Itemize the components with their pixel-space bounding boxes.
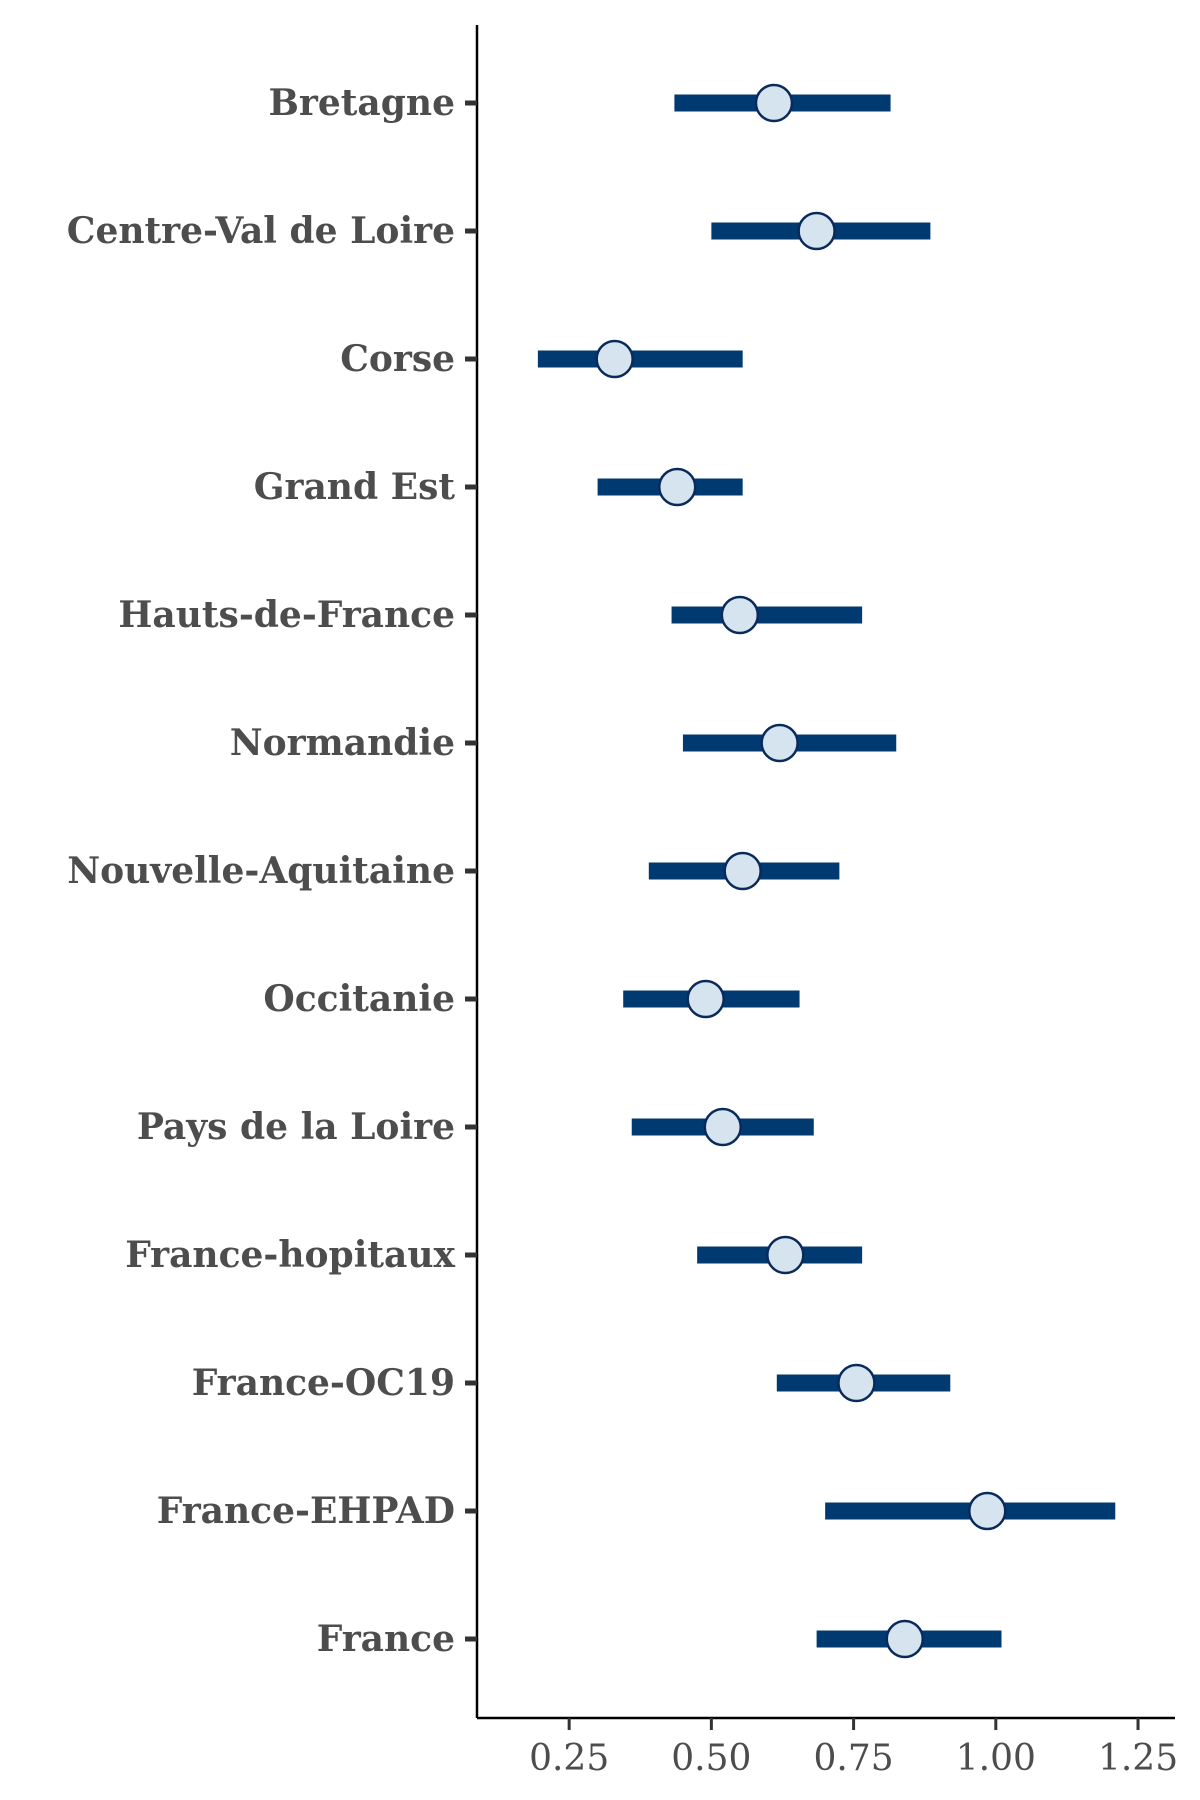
estimate-point [686,979,725,1019]
y-tick-label: Normandie [230,722,455,764]
x-tick-label: 0.75 [814,1738,894,1779]
y-axis: Bretagne Centre-Val de Loire Corse Grand Es… [67,25,479,1718]
x-tick-label: 1.00 [956,1738,1036,1779]
y-tick-label: Occitanie [263,978,455,1020]
estimate-point [657,467,697,507]
x-tick-label: 0.25 [529,1738,609,1779]
estimate-point [754,83,794,123]
estimate-point [766,1235,805,1275]
estimate-point [885,1619,925,1659]
estimate-point [797,211,836,251]
x-tick-label: 0.50 [671,1738,751,1779]
estimate-point [723,851,762,891]
y-tick-label: France-EHPAD [157,1490,455,1532]
estimate-point [760,723,799,763]
y-tick-label: Centre-Val de Loire [67,210,455,252]
y-tick-label: France [317,1618,455,1660]
y-tick-label: Corse [340,338,455,380]
y-tick-label: Nouvelle-Aquitaine [67,850,455,892]
y-tick-label: France-hopitaux [125,1234,455,1276]
estimate-point [968,1491,1007,1531]
x-axis: 0.25 0.50 0.75 1.00 1.25 [477,1716,1178,1779]
x-tick-label: 1.25 [1098,1738,1178,1779]
plot-marks [537,83,1116,1659]
y-tick-label: Grand Est [254,466,456,508]
y-tick-label: Pays de la Loire [137,1106,455,1148]
y-tick-label: Hauts-de-France [118,594,455,636]
y-tick-label: Bretagne [268,82,455,124]
estimate-point [720,595,760,635]
estimate-point [837,1363,876,1403]
estimate-point [703,1107,743,1147]
y-tick-label: France-OC19 [192,1362,455,1404]
estimate-point [595,339,634,379]
